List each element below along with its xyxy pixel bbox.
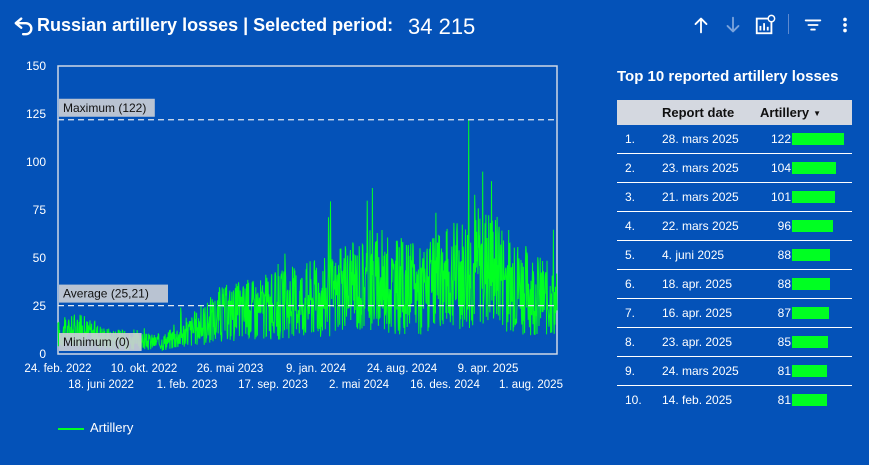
x-tick-label: 1. aug. 2025	[499, 379, 563, 391]
x-tick-label: 1. feb. 2023	[157, 379, 218, 391]
artillery-series-line	[57, 119, 558, 352]
table-row[interactable]: 6. 18. apr. 2025 88	[617, 270, 852, 299]
row-index: 3.	[625, 190, 636, 204]
row-date: 23. mars 2025	[662, 161, 739, 175]
table-row[interactable]: 4. 22. mars 2025 96	[617, 212, 852, 241]
reference-label: Maximum (122)	[63, 101, 146, 115]
legend-swatch	[58, 427, 84, 430]
table-title: Top 10 reported artillery losses	[617, 68, 839, 85]
row-index: 1.	[625, 132, 636, 146]
row-date: 18. apr. 2025	[662, 277, 733, 291]
row-bar	[792, 365, 827, 377]
artillery-line-chart: 150 125 100 75 50 25 0 Maximum (122) Average (25…	[24, 59, 563, 391]
row-bar	[792, 278, 830, 290]
x-tick-label: 9. jan. 2024	[286, 363, 347, 375]
reference-label-bg	[59, 284, 168, 303]
filter-icon[interactable]	[802, 14, 824, 36]
reference-label-bg	[59, 98, 155, 117]
arrow-up-icon[interactable]	[690, 14, 712, 36]
table-header-row: Report date Artillery ▼	[617, 100, 852, 125]
row-value: 101	[770, 190, 791, 204]
row-index: 8.	[625, 335, 636, 349]
table-body: 1. 28. mars 2025 122 2. 23. mars 2025 104 3. 21…	[617, 125, 852, 414]
table-row[interactable]: 8. 23. apr. 2025 85	[617, 328, 852, 357]
toolbar-divider	[788, 14, 789, 34]
row-value: 81	[777, 364, 791, 378]
y-tick-label: 0	[39, 347, 46, 361]
reference-label-bg	[59, 333, 142, 351]
row-date: 23. apr. 2025	[662, 335, 733, 349]
y-tick-label: 75	[33, 203, 47, 217]
more-vert-icon[interactable]	[834, 14, 856, 36]
row-index: 6.	[625, 277, 636, 291]
row-value: 81	[777, 393, 791, 407]
row-bar	[792, 133, 844, 145]
undo-arrow-icon[interactable]	[13, 14, 35, 36]
row-index: 10.	[625, 393, 642, 407]
y-tick-label: 150	[26, 59, 46, 73]
y-tick-label: 100	[26, 155, 46, 169]
table-row[interactable]: 3. 21. mars 2025 101	[617, 183, 852, 212]
table-row[interactable]: 7. 16. apr. 2025 87	[617, 299, 852, 328]
chart-settings-icon[interactable]	[754, 14, 776, 36]
row-date: 4. juni 2025	[662, 248, 725, 262]
y-tick-label: 50	[33, 251, 47, 265]
x-tick-label: 26. mai 2023	[197, 363, 264, 375]
table-row[interactable]: 2. 23. mars 2025 104	[617, 154, 852, 183]
row-bar	[792, 394, 827, 406]
table-row[interactable]: 10. 14. feb. 2025 81	[617, 386, 852, 414]
x-tick-label: 2. mai 2024	[329, 379, 390, 391]
x-tick-label: 24. feb. 2022	[24, 363, 91, 375]
chart-legend[interactable]: Artillery	[58, 420, 133, 435]
legend-label: Artillery	[90, 420, 134, 435]
dashboard-header: Russian artillery losses | Selected peri…	[0, 0, 869, 52]
total-losses-value: 34 215	[408, 14, 476, 39]
row-bar	[792, 162, 836, 174]
x-tick-label: 18. juni 2022	[68, 379, 134, 391]
row-index: 4.	[625, 219, 636, 233]
row-index: 2.	[625, 161, 636, 175]
row-value: 87	[777, 306, 791, 320]
column-header-date[interactable]: Report date	[662, 105, 735, 120]
sort-desc-icon[interactable]: ▼	[813, 109, 822, 119]
row-bar	[792, 307, 829, 319]
y-tick-label: 25	[33, 299, 47, 313]
row-bar	[792, 336, 828, 348]
x-tick-label: 9. apr. 2025	[458, 363, 519, 375]
plot-frame	[57, 65, 558, 355]
top10-table: Report date Artillery ▼ 1. 28. mars 2025 12…	[617, 100, 852, 414]
reference-label: Minimum (0)	[63, 335, 130, 349]
row-date: 22. mars 2025	[662, 219, 739, 233]
row-value: 96	[777, 219, 791, 233]
row-date: 16. apr. 2025	[662, 306, 733, 320]
row-value: 122	[770, 132, 791, 146]
reference-label: Average (25,21)	[63, 287, 149, 301]
row-date: 14. feb. 2025	[662, 393, 733, 407]
table-row[interactable]: 9. 24. mars 2025 81	[617, 357, 852, 386]
row-value: 104	[770, 161, 791, 175]
row-value: 88	[777, 248, 791, 262]
column-header-artillery[interactable]: Artillery ▼	[760, 105, 821, 120]
row-date: 28. mars 2025	[662, 132, 739, 146]
row-value: 85	[777, 335, 791, 349]
row-index: 7.	[625, 306, 636, 320]
table-row[interactable]: 5. 4. juni 2025 88	[617, 241, 852, 270]
y-tick-label: 125	[26, 107, 46, 121]
arrow-down-icon[interactable]	[722, 14, 744, 36]
page-title: Russian artillery losses | Selected peri…	[37, 15, 394, 35]
column-header-artillery-label: Artillery	[760, 105, 810, 120]
table-row[interactable]: 1. 28. mars 2025 122	[617, 125, 852, 154]
x-tick-label: 16. des. 2024	[410, 379, 480, 391]
row-bar	[792, 220, 833, 232]
x-tick-label: 10. okt. 2022	[111, 363, 178, 375]
x-tick-label: 24. aug. 2024	[367, 363, 438, 375]
row-index: 9.	[625, 364, 636, 378]
row-index: 5.	[625, 248, 636, 262]
row-value: 88	[777, 277, 791, 291]
row-date: 24. mars 2025	[662, 364, 739, 378]
row-bar	[792, 191, 835, 203]
x-tick-label: 17. sep. 2023	[238, 379, 308, 391]
row-date: 21. mars 2025	[662, 190, 739, 204]
row-bar	[792, 249, 830, 261]
